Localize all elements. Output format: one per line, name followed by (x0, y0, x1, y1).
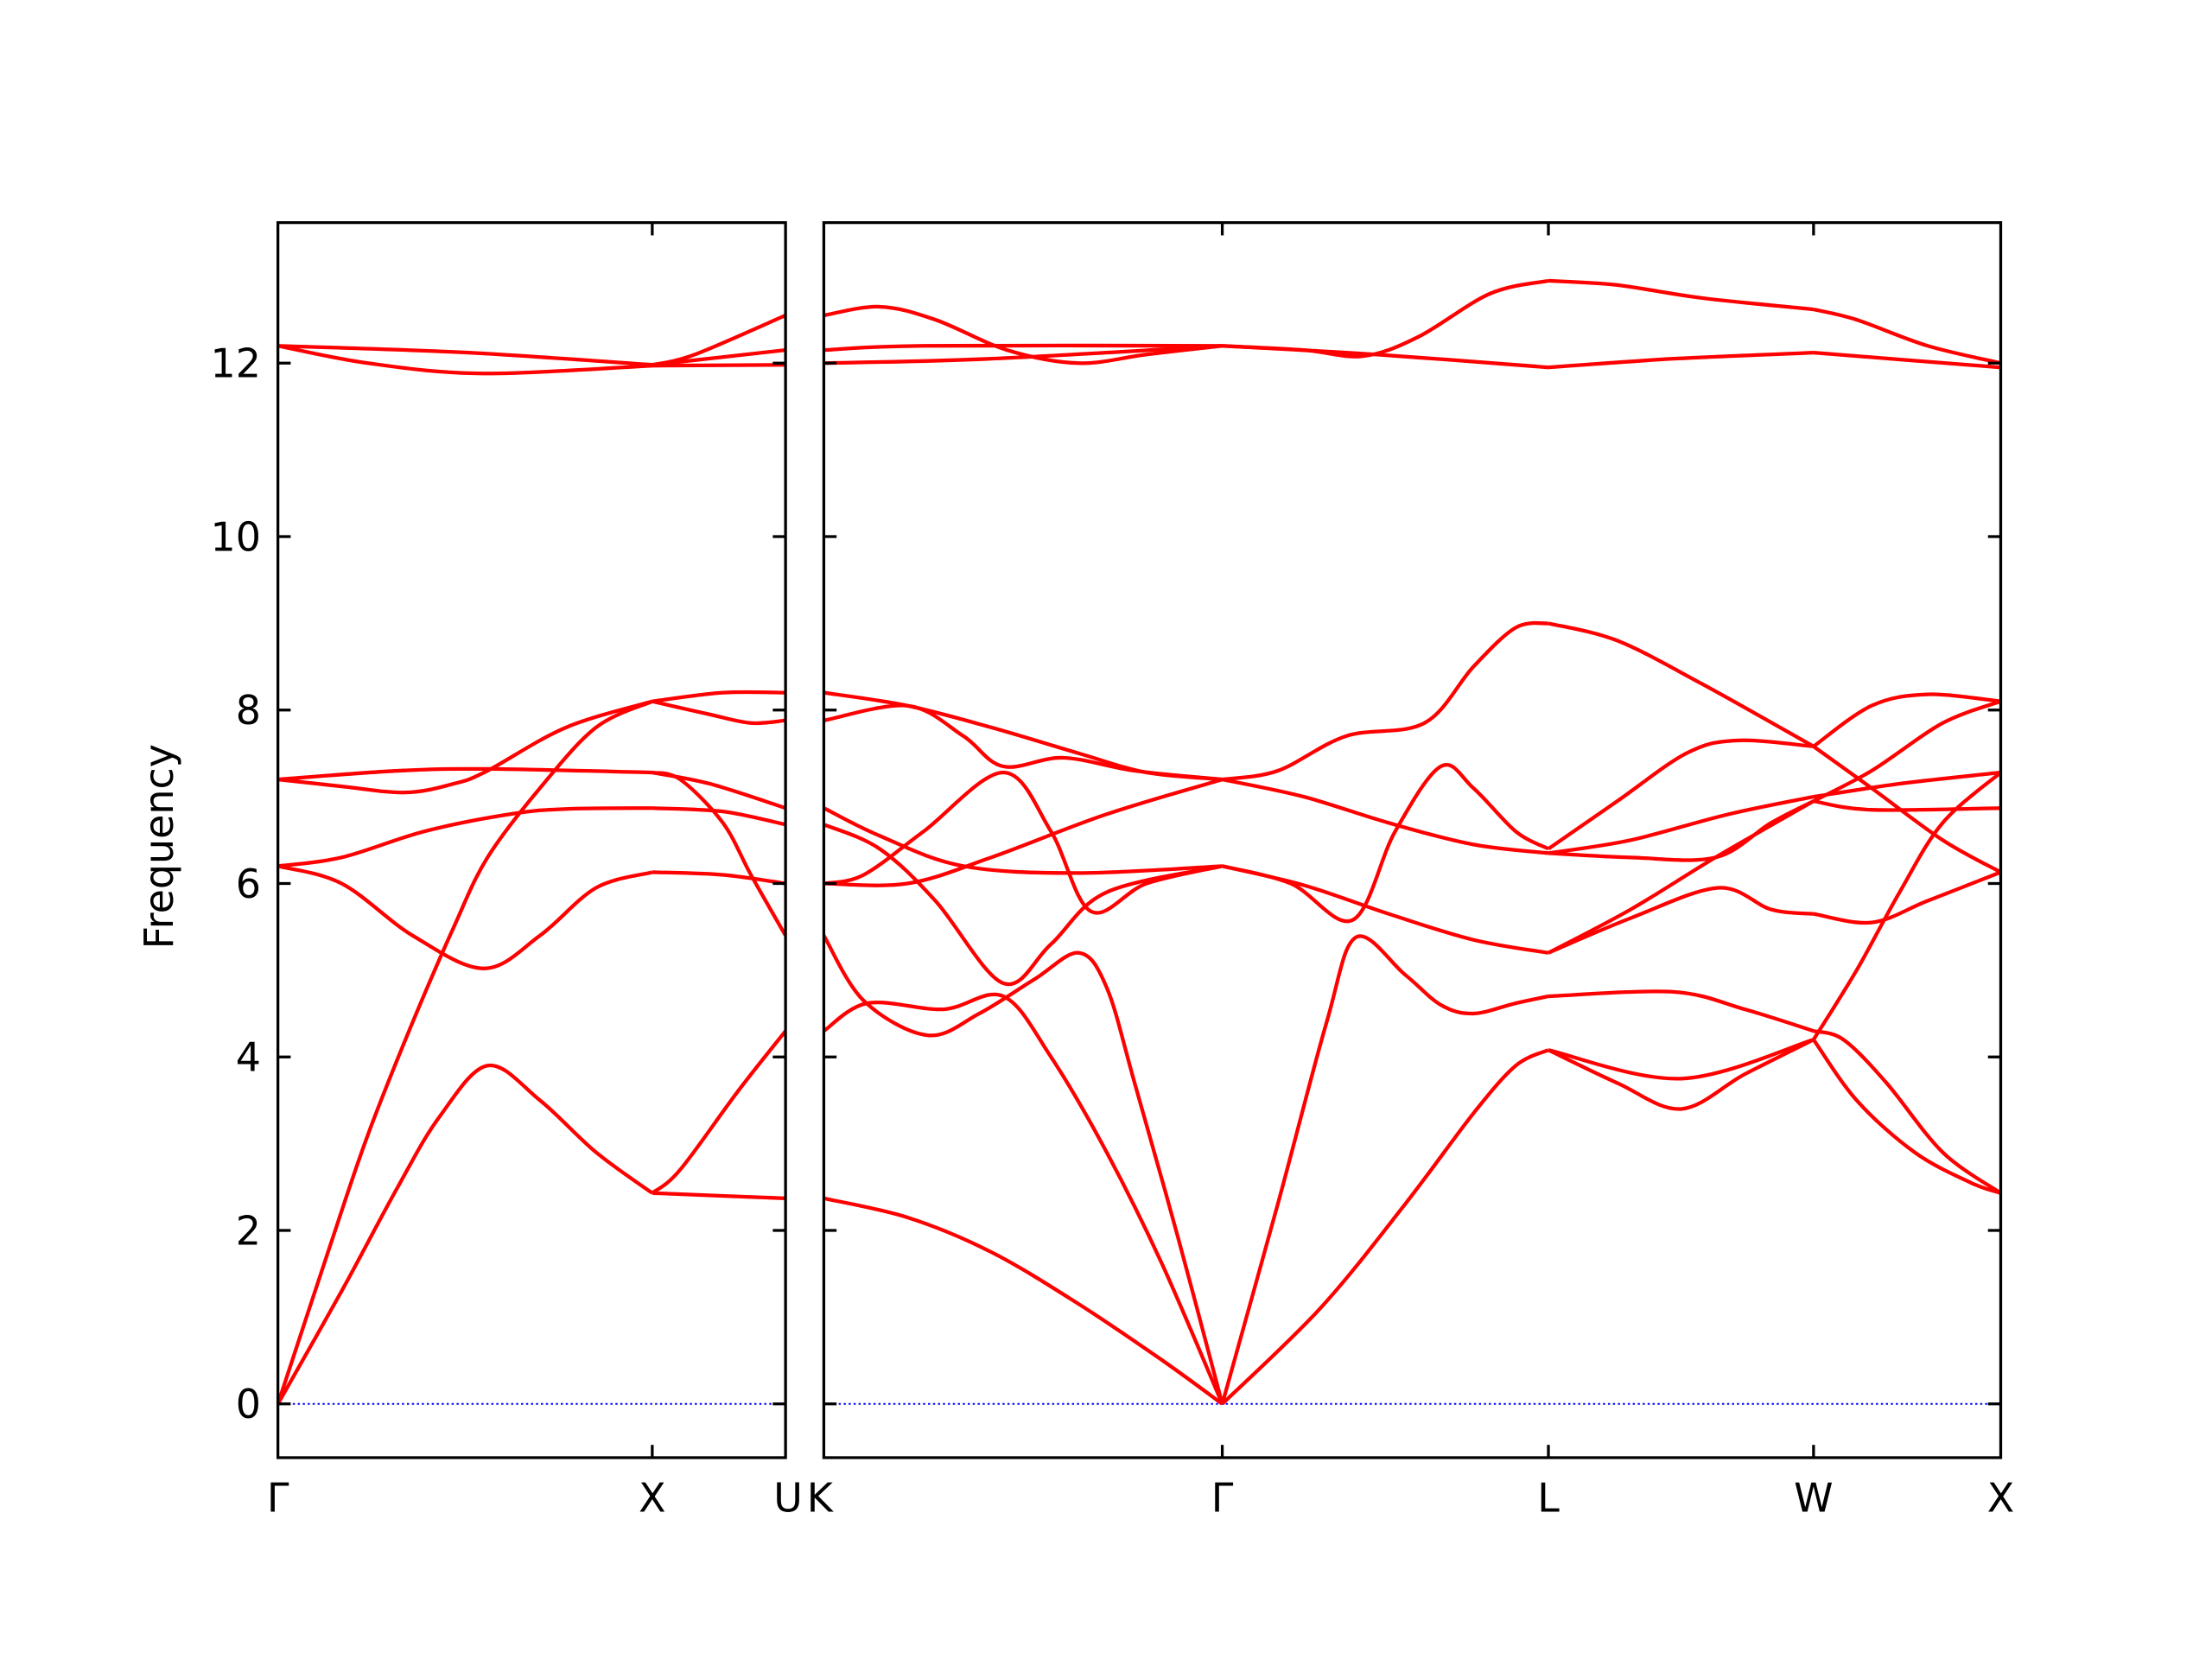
band-L-W-4 (1548, 799, 1815, 955)
band-K-Γ-1 (823, 992, 1224, 1405)
band-W-X-6 (1812, 699, 2002, 804)
band-K-Γ-7 (823, 703, 1223, 782)
band-Γ-L-3 (1222, 864, 1549, 955)
band-W-X-7 (1812, 745, 2002, 874)
band-Γ-L-6 (1222, 278, 1549, 359)
x-tick-label-L: L (1537, 1474, 1560, 1521)
y-tick-label: 12 (210, 340, 260, 387)
band-W-X-9 (1813, 307, 2001, 365)
band-X-U-4 (652, 770, 787, 937)
y-tick-label: 8 (236, 687, 261, 734)
band-X-U-7 (652, 699, 786, 726)
band-Γ-X-4 (277, 699, 653, 795)
band-K-Γ-2 (822, 934, 1224, 1405)
band-X-U-6 (652, 690, 786, 703)
x-tick-label-Γ: Γ (1211, 1474, 1234, 1521)
band-L-W-1 (1548, 1038, 1815, 1081)
panel-frame-1 (822, 221, 2003, 1459)
band-Γ-L-1 (1220, 934, 1549, 1405)
y-axis-title: Frequency (136, 744, 182, 949)
panel-frames (276, 221, 2003, 1459)
x-tick-label-Γ: Γ (267, 1474, 289, 1521)
band-L-W-3 (1548, 886, 1815, 955)
band-W-X-3 (1813, 870, 2002, 925)
band-Γ-X-5 (277, 766, 652, 782)
band-Γ-X-2 (277, 864, 653, 970)
band-L-W-7 (1547, 738, 1815, 851)
band-lines (276, 278, 2002, 1406)
band-L-W-2 (1548, 989, 1815, 1033)
y-tick-label: 10 (210, 513, 260, 560)
band-K-Γ-0 (823, 1196, 1224, 1406)
x-tick-label-U: U (773, 1474, 803, 1521)
band-Γ-X-0 (276, 1064, 654, 1405)
band-Γ-L-5 (1222, 620, 1549, 782)
y-tick-label: 6 (236, 861, 261, 907)
y-tick-labels: 0 2 4 6 8 10 12 (210, 340, 260, 1427)
band-K-Γ-8 (823, 690, 1223, 782)
band-Γ-X-7 (277, 344, 652, 376)
band-X-U-5 (652, 770, 786, 810)
y-tick-label: 2 (236, 1207, 261, 1254)
band-W-X-2 (1812, 771, 2002, 1041)
panel-frame-0 (276, 221, 787, 1459)
band-L-W-8 (1548, 621, 1815, 748)
band-X-U-2 (652, 870, 786, 886)
band-X-U-9 (652, 348, 786, 367)
band-Γ-X-1 (276, 699, 653, 1405)
axis-ticks (277, 222, 2001, 1458)
x-tick-label-X: X (639, 1474, 665, 1521)
y-tick-label: 0 (236, 1381, 261, 1427)
band-X-U-0 (652, 1191, 786, 1200)
band-L-W-0 (1548, 1038, 1815, 1111)
band-L-W-5 (1548, 799, 1815, 862)
x-tick-label-W: W (1794, 1474, 1833, 1521)
band-W-X-5 (1813, 770, 2001, 799)
band-K-Γ-6 (823, 806, 1223, 875)
y-tick-label: 4 (236, 1034, 261, 1081)
band-K-Γ-11 (823, 344, 1223, 365)
band-K-Γ-4 (823, 778, 1224, 887)
band-W-X-4 (1813, 799, 2001, 812)
x-tick-label-X: X (1987, 1474, 2014, 1521)
band-K-Γ-10 (823, 343, 1223, 353)
band-W-X-0 (1812, 1038, 2002, 1195)
band-Γ-X-6 (277, 344, 653, 367)
band-W-X-8 (1812, 692, 2001, 748)
band-Γ-L-4 (1222, 777, 1549, 855)
band-Γ-L-0 (1221, 1048, 1549, 1406)
band-K-Γ-9 (823, 304, 1223, 365)
band-K-Γ-5 (823, 823, 1224, 987)
band-L-W-10 (1548, 350, 1814, 370)
band-Γ-L-2 (1222, 763, 1549, 924)
band-L-W-6 (1548, 795, 1815, 855)
band-W-X-1 (1813, 1029, 2002, 1195)
band-L-W-9 (1548, 278, 1815, 312)
band-Γ-L-7 (1222, 344, 1549, 370)
band-W-X-10 (1813, 350, 2001, 370)
band-Γ-X-3 (277, 806, 652, 868)
band-X-U-3 (652, 806, 786, 827)
band-K-Γ-3 (823, 770, 1224, 915)
x-tick-label-K: K (807, 1474, 835, 1521)
band-X-U-1 (651, 1029, 787, 1195)
